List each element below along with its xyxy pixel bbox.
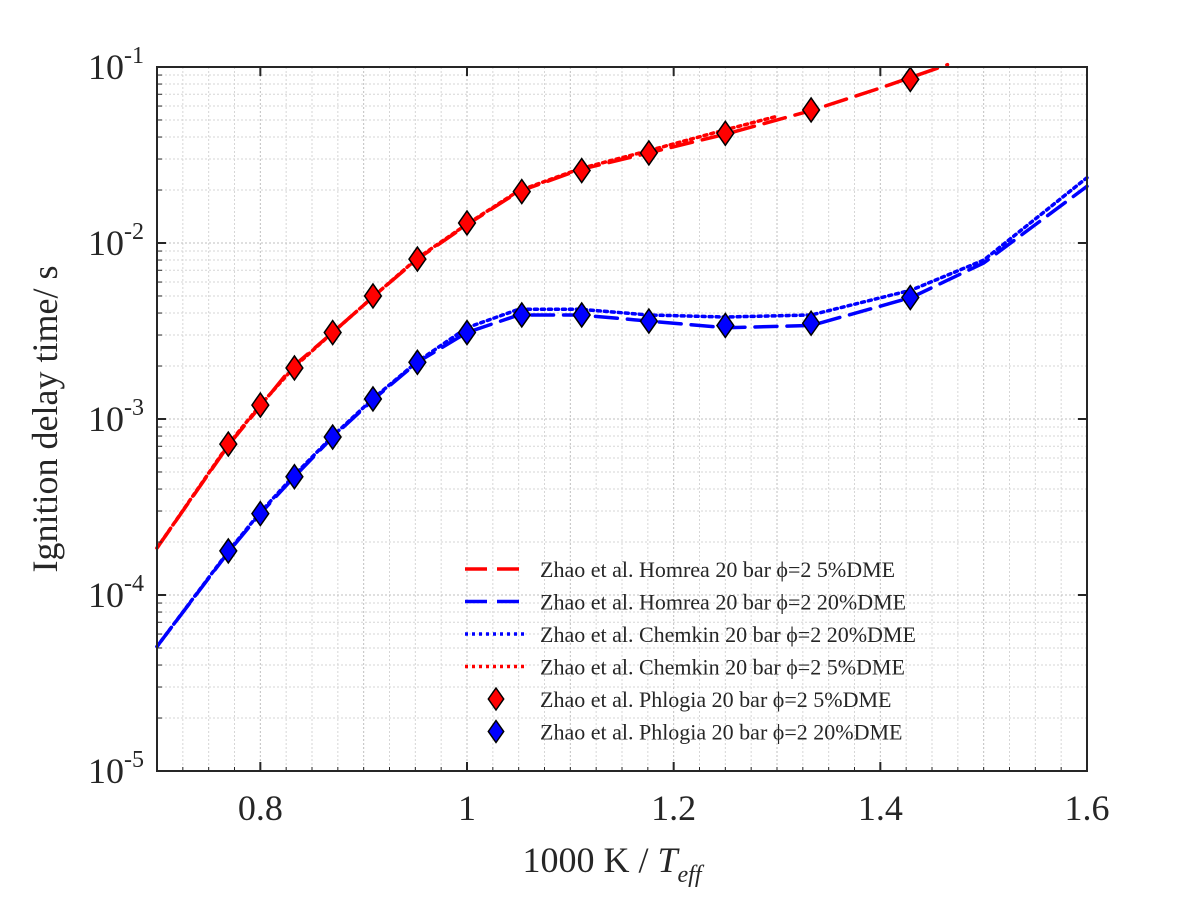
data-point: [457, 319, 477, 346]
series-markers: [218, 66, 920, 565]
data-point: [323, 423, 342, 451]
data-point: [512, 301, 532, 329]
data-point: [408, 245, 427, 273]
y-tick-label: 10-2: [88, 219, 144, 263]
data-point: [572, 301, 592, 329]
data-point: [218, 537, 238, 565]
data-point: [285, 354, 304, 382]
legend-entry-2: Zhao et al. Chemkin 20 bar ϕ=2 20%DME: [540, 622, 916, 647]
y-tick-label: 10-4: [88, 571, 144, 615]
data-point: [572, 157, 592, 184]
data-point: [408, 348, 427, 376]
x-tick-label: 0.8: [238, 788, 283, 828]
legend-entry-0: Zhao et al. Homrea 20 bar ϕ=2 5%DME: [540, 557, 895, 582]
x-tick-label: 1: [458, 788, 476, 828]
y-tick-label: 10-5: [88, 747, 144, 791]
data-point: [363, 282, 383, 310]
data-point: [285, 463, 304, 491]
data-point: [801, 96, 821, 124]
data-point: [251, 500, 270, 527]
tick-labels: 0.8 1 1.2 1.4 1.6 10-5 10-4 10-3 10-2 10-1: [88, 43, 1110, 828]
axis-ticks: [156, 66, 1088, 772]
data-point: [900, 284, 920, 311]
data-point: [900, 66, 920, 93]
data-point: [323, 319, 342, 346]
data-point: [716, 312, 735, 339]
data-point: [639, 139, 659, 167]
legend-entry-3: Zhao et al. Chemkin 20 bar ϕ=2 5%DME: [540, 655, 905, 680]
data-point: [801, 309, 821, 337]
y-axis-label: Ignition delay time/ s: [25, 266, 65, 573]
data-point: [512, 178, 532, 205]
data-point: [363, 385, 383, 413]
data-point: [218, 430, 238, 458]
data-point: [251, 391, 270, 419]
data-point: [639, 307, 659, 335]
y-tick-label: 10-1: [88, 43, 144, 87]
x-axis-label: 1000 K / Teff: [522, 840, 704, 888]
x-tick-label: 1.4: [858, 788, 903, 828]
legend-marker-5: [487, 719, 505, 744]
x-tick-label: 1.6: [1065, 788, 1110, 828]
x-tick-label: 1.2: [651, 788, 696, 828]
series-line-1: [155, 184, 1089, 649]
legend-entry-1: Zhao et al. Homrea 20 bar ϕ=2 20%DME: [540, 590, 906, 615]
legend-marker-4: [487, 686, 505, 712]
data-point: [716, 120, 735, 147]
y-tick-label: 10-3: [88, 395, 144, 439]
legend: Zhao et al. Homrea 20 bar ϕ=2 5%DME Zhao …: [465, 557, 916, 745]
legend-entry-5: Zhao et al. Phlogia 20 bar ϕ=2 20%DME: [540, 720, 902, 745]
data-point: [457, 209, 477, 237]
series-line-2: [155, 175, 1089, 649]
legend-entry-4: Zhao et al. Phlogia 20 bar ϕ=2 5%DME: [540, 687, 891, 712]
